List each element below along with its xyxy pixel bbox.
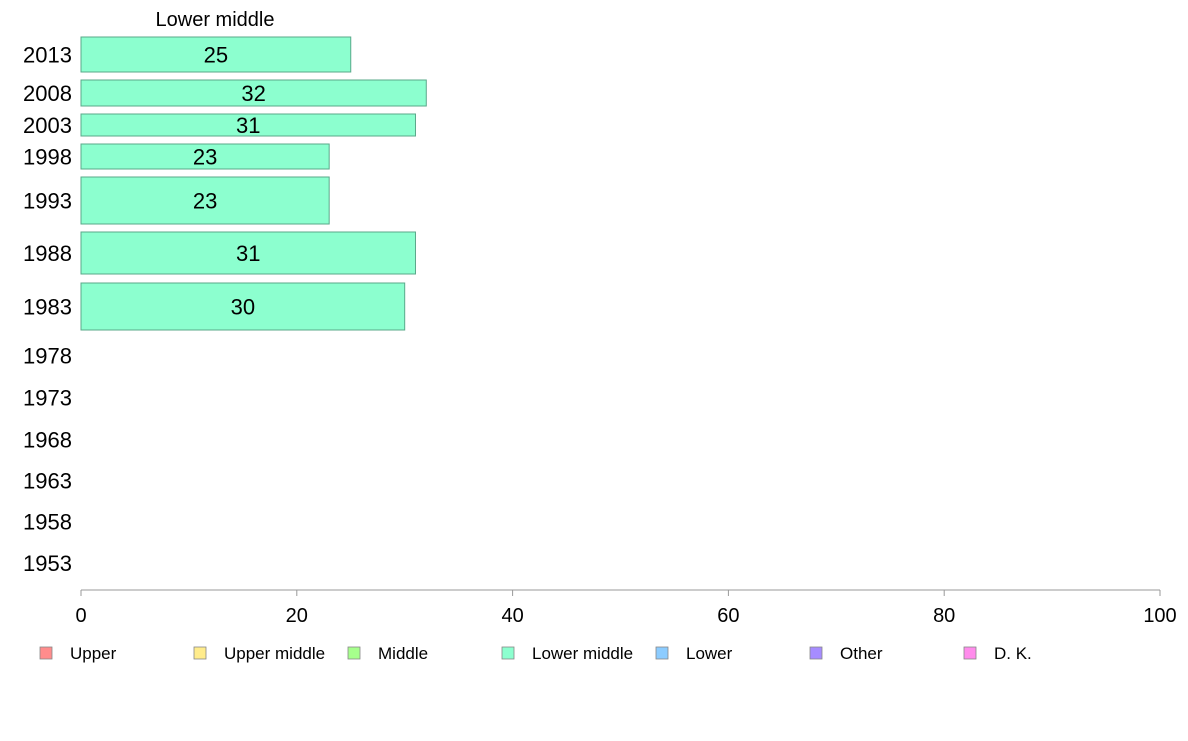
x-tick-label: 80 [933,605,955,627]
bar-value-label: 23 [193,145,217,170]
y-tick-label: 1978 [23,344,72,369]
x-tick-label: 60 [717,605,739,627]
legend-swatch [501,646,515,660]
y-tick-label: 1998 [23,145,72,170]
legend-label: Upper middle [224,644,325,663]
legend-item: D. K. [963,644,1032,663]
bar-value-label: 25 [204,43,228,68]
legend-swatch [809,646,823,660]
legend-label: Other [840,644,883,663]
bar [80,231,416,275]
y-tick-label: 1963 [23,469,72,494]
bar [80,113,416,137]
bar [80,176,330,225]
legend-label: D. K. [994,644,1032,663]
y-tick-label: 1968 [23,428,72,453]
y-tick-label: 1993 [23,189,72,214]
legend-label: Middle [378,644,428,663]
legend-item: Middle [347,644,428,663]
bar [80,282,406,331]
y-tick-label: 2008 [23,81,72,106]
legend-item: Upper middle [193,644,325,663]
legend-item: Upper [39,644,117,663]
legend-label: Lower [686,644,733,663]
y-tick-label: 1983 [23,295,72,320]
legend-swatch [193,646,207,660]
legend-item: Other [809,644,883,663]
bar-value-label: 32 [241,81,265,106]
x-axis: 0 20 40 60 80 100 [75,589,1177,627]
bar-value-label: 23 [193,189,217,214]
legend-swatch [655,646,669,660]
bar-value-label: 31 [236,113,260,138]
bar [80,79,427,107]
legend-item: Lower [655,644,733,663]
y-tick-label: 1958 [23,510,72,535]
legend-label: Lower middle [532,644,633,663]
x-tick-label: 100 [1143,605,1176,627]
y-tick-label: 1973 [23,386,72,411]
bar-value-label: 31 [236,241,260,266]
legend: Upper Upper middle Middle Lower middle Lower… [39,644,1032,663]
legend-label: Upper [70,644,117,663]
bar [80,36,352,73]
y-tick-label: 1988 [23,241,72,266]
x-tick-label: 20 [286,605,308,627]
y-tick-label: 1953 [23,551,72,576]
legend-swatch [963,646,977,660]
legend-swatch [39,646,53,660]
y-tick-label: 2003 [23,113,72,138]
x-tick-label: 0 [75,605,86,627]
chart-title: Lower middle [156,9,275,31]
bars-layer: 2013 25 2008 32 2003 31 1998 23 1993 23 1988 31 1983… [23,36,427,576]
legend-swatch [347,646,361,660]
x-tick-label: 40 [501,605,523,627]
bar [80,143,330,170]
legend-item: Lower middle [501,644,633,663]
y-tick-label: 2013 [23,43,72,68]
bar-value-label: 30 [231,295,255,320]
